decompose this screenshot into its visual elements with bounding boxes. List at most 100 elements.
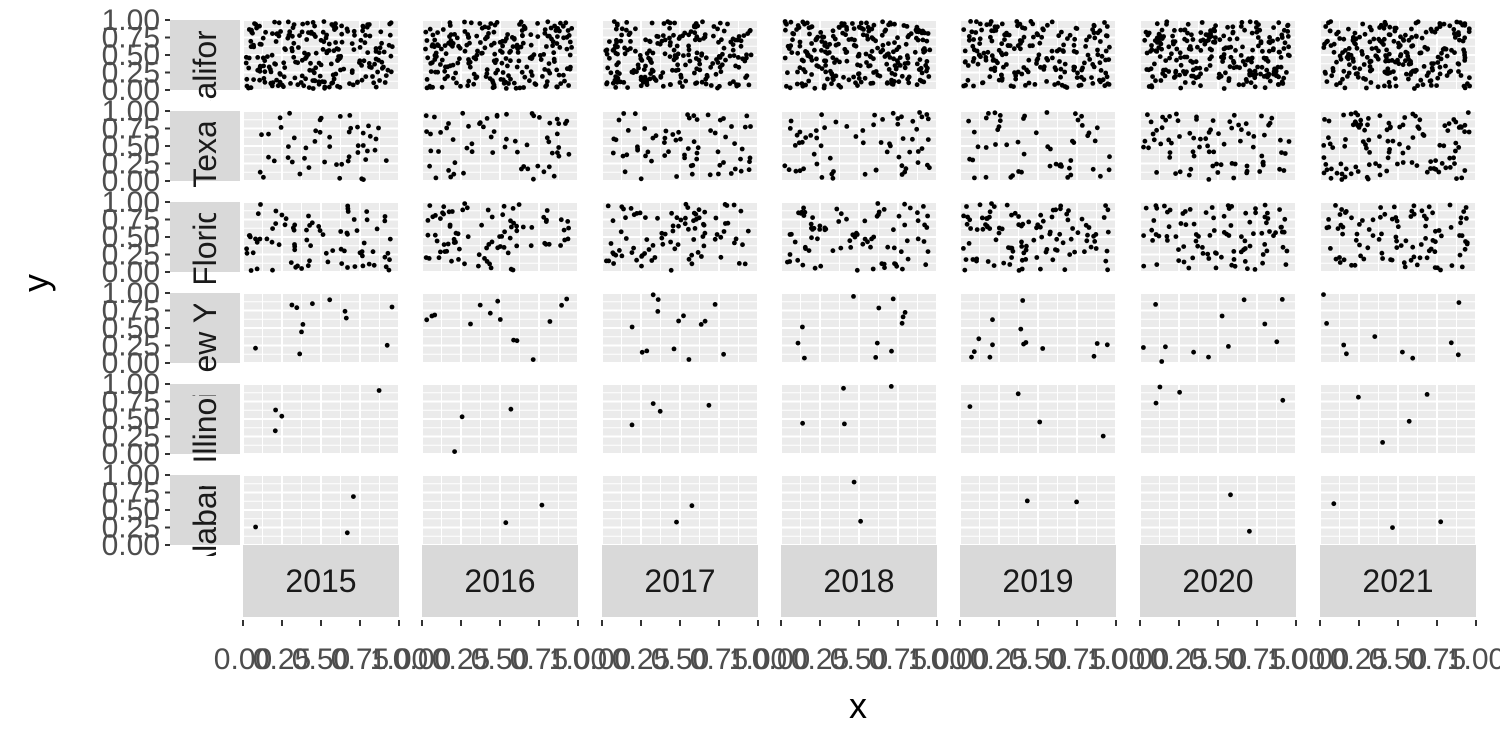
data-point <box>522 26 528 32</box>
data-point <box>614 37 619 43</box>
data-point <box>1408 214 1414 219</box>
panel-alabama-2021 <box>1319 474 1477 546</box>
data-point <box>1196 234 1201 239</box>
data-point <box>1159 27 1165 33</box>
data-point <box>249 29 255 35</box>
data-point <box>381 49 387 55</box>
data-point <box>502 38 508 44</box>
data-point <box>801 205 806 211</box>
data-point <box>1019 244 1025 249</box>
data-point <box>257 77 262 83</box>
data-point <box>458 83 463 89</box>
data-point <box>915 210 920 216</box>
data-point <box>359 77 365 83</box>
data-point <box>825 76 830 82</box>
data-point <box>1406 61 1412 67</box>
data-point <box>1187 130 1193 136</box>
data-point <box>1219 254 1224 260</box>
data-point <box>895 116 901 121</box>
data-point <box>915 236 921 242</box>
data-point <box>467 59 473 65</box>
data-point <box>1241 297 1247 303</box>
data-point <box>847 238 853 244</box>
data-point <box>274 31 280 37</box>
data-point <box>1415 83 1420 89</box>
data-point <box>887 141 892 147</box>
data-point <box>829 71 835 77</box>
data-point <box>965 63 971 68</box>
panel-california-2020 <box>1139 19 1297 91</box>
data-point <box>1354 231 1360 237</box>
data-point <box>625 47 630 53</box>
data-point <box>787 232 793 237</box>
data-point <box>989 201 994 207</box>
data-point <box>549 36 554 42</box>
data-point <box>836 219 842 224</box>
data-point <box>1254 29 1260 35</box>
data-point <box>989 53 995 59</box>
data-point <box>649 20 655 26</box>
data-point <box>926 74 932 79</box>
data-point <box>698 322 704 327</box>
data-point <box>622 51 628 57</box>
data-point <box>865 24 871 30</box>
data-point <box>1357 34 1362 40</box>
data-point <box>671 57 677 63</box>
data-point <box>260 35 266 41</box>
data-point <box>1265 74 1270 80</box>
data-point <box>491 29 497 35</box>
data-point <box>900 136 906 142</box>
data-point <box>1433 158 1438 164</box>
data-point <box>1087 57 1093 62</box>
data-point <box>318 115 324 121</box>
x-tick-label: 0.50 <box>1009 643 1067 676</box>
data-point <box>518 44 524 50</box>
data-point <box>507 50 512 55</box>
data-point <box>817 223 823 229</box>
data-point <box>1024 498 1030 504</box>
data-point <box>786 167 792 173</box>
data-point <box>1097 60 1103 66</box>
data-point <box>712 236 718 242</box>
data-point <box>880 47 886 53</box>
data-point <box>1090 81 1096 86</box>
data-point <box>1094 341 1100 346</box>
data-point <box>870 80 876 86</box>
data-point <box>446 121 451 126</box>
data-point <box>561 72 566 78</box>
data-point <box>358 37 364 43</box>
data-point <box>1216 71 1222 77</box>
y-tick-label: 0.00 <box>102 256 160 289</box>
data-point <box>834 206 840 212</box>
row-strip-label: Illinois <box>187 375 223 464</box>
data-point <box>1462 246 1468 252</box>
data-point <box>905 256 911 262</box>
data-point <box>1205 251 1211 257</box>
data-point <box>488 134 494 140</box>
data-point <box>731 202 737 208</box>
data-point <box>999 72 1004 78</box>
data-point <box>360 263 366 269</box>
data-point <box>424 129 429 135</box>
data-point <box>1016 268 1022 273</box>
data-point <box>1459 264 1465 270</box>
data-point <box>965 77 971 83</box>
data-point <box>440 27 446 32</box>
data-point <box>1443 63 1448 69</box>
data-point <box>655 309 661 314</box>
y-tick-label: 0.50 <box>102 39 160 72</box>
data-point <box>703 55 709 61</box>
data-point <box>803 135 809 141</box>
data-point <box>788 118 794 124</box>
data-point <box>1082 60 1087 66</box>
data-point <box>517 22 522 27</box>
data-point <box>1352 65 1357 71</box>
data-point <box>454 80 459 86</box>
y-tick-label: 0.75 <box>102 204 160 237</box>
data-point <box>364 24 370 30</box>
data-point <box>342 308 348 314</box>
data-point <box>869 35 875 40</box>
y-tick-label: 0.25 <box>102 512 160 545</box>
data-point <box>638 83 644 89</box>
data-point <box>481 124 486 130</box>
